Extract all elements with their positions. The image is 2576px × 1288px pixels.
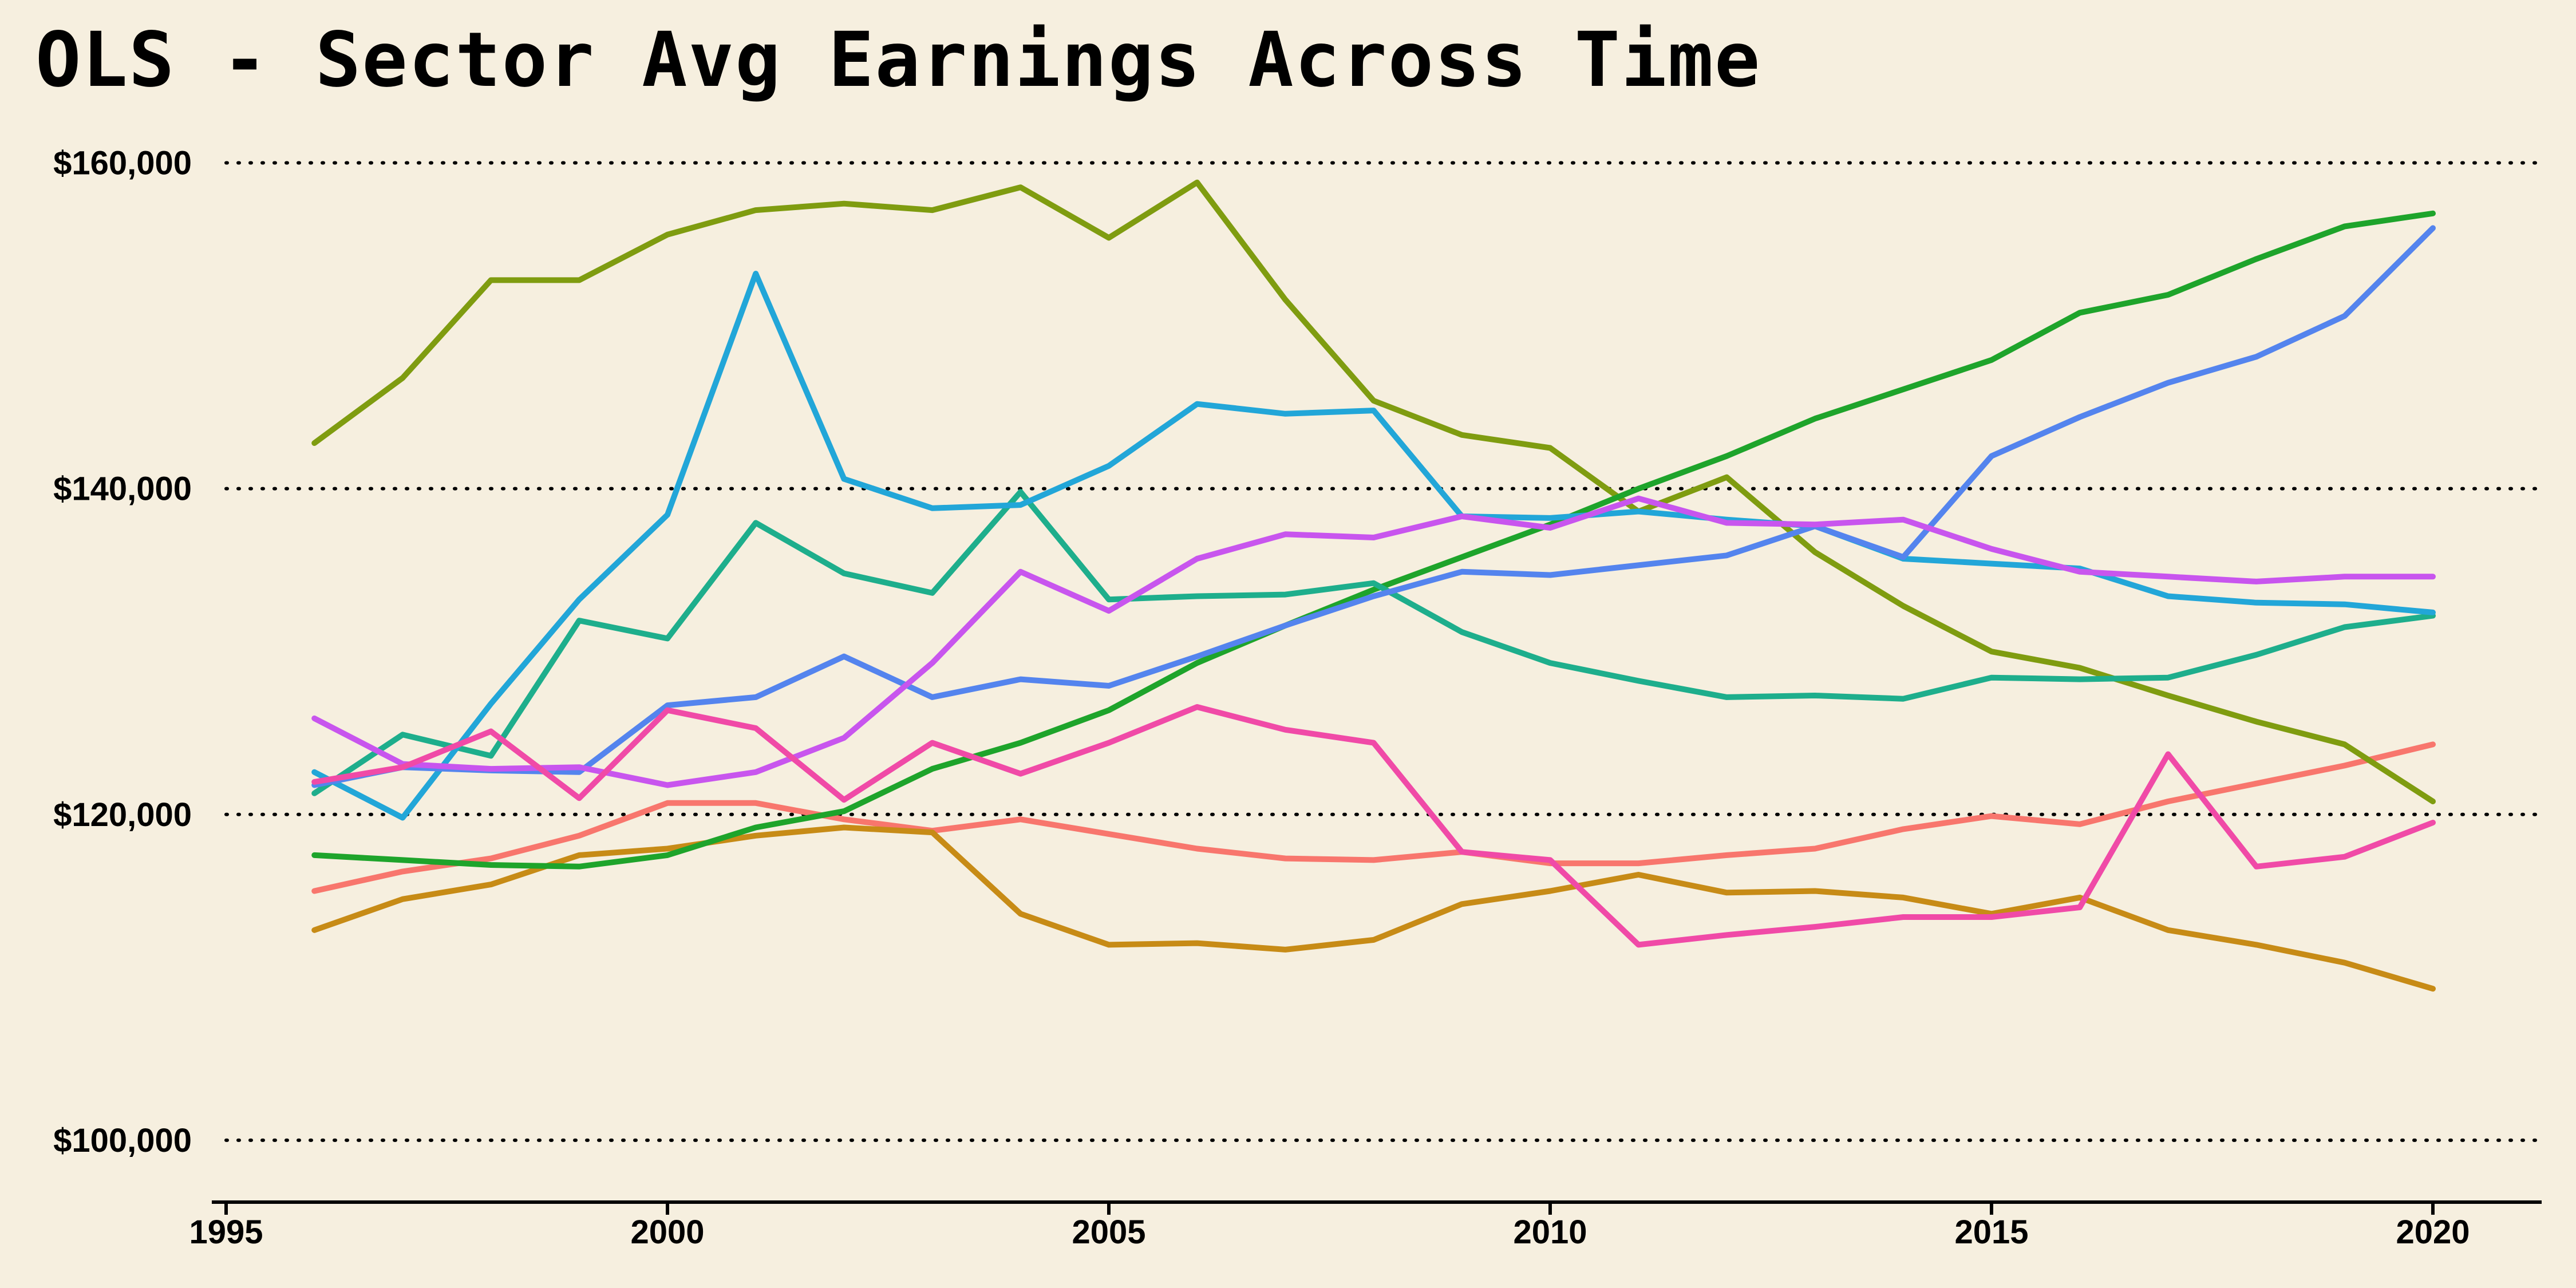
series-line-6 — [311, 271, 2436, 821]
x-tick-label: 2020 — [2396, 1214, 2470, 1251]
y-axis-labels: $100,000 $120,000 $140,000 $160,000 — [53, 145, 192, 1159]
series-line-3 — [311, 179, 2436, 804]
x-axis: 1995 2000 2005 2010 2015 2020 — [189, 1200, 2542, 1251]
x-tick-label: 2010 — [1513, 1214, 1587, 1251]
series-lines — [311, 179, 2436, 992]
series-line-5 — [311, 489, 2436, 796]
x-tick-label: 2005 — [1072, 1214, 1145, 1251]
gridlines — [224, 161, 2543, 1142]
y-tick-label: $100,000 — [53, 1122, 192, 1159]
y-tick-label: $160,000 — [53, 145, 192, 182]
x-tick-label: 1995 — [189, 1214, 263, 1251]
y-tick-label: $140,000 — [53, 471, 192, 508]
series-line-1 — [311, 741, 2436, 894]
series-line-2 — [311, 824, 2436, 992]
series-line-7 — [311, 225, 2436, 788]
chart-title: OLS - Sector Avg Earnings Across Time — [35, 16, 1761, 104]
x-tick-label: 2000 — [630, 1214, 704, 1251]
series-line-8 — [311, 495, 2436, 788]
series-line-4 — [311, 210, 2436, 870]
series-line-9 — [311, 704, 2436, 948]
x-tick-label: 2015 — [1954, 1214, 2028, 1251]
y-tick-label: $120,000 — [53, 796, 192, 833]
